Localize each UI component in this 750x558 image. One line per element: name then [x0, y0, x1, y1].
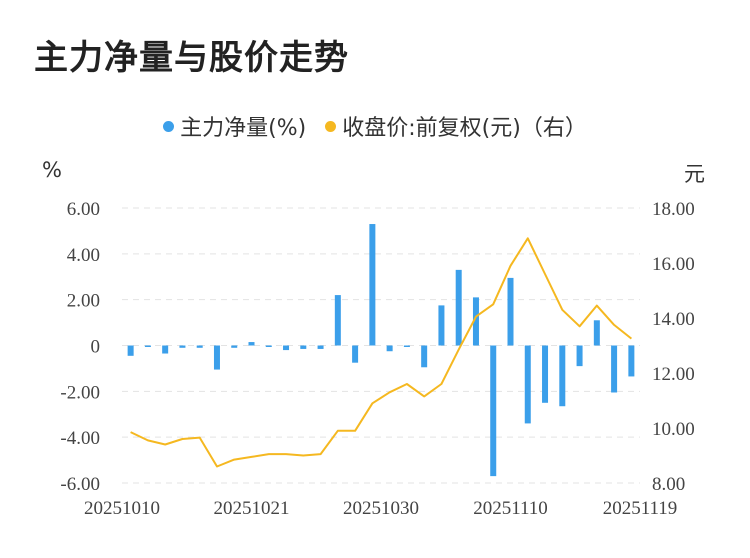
y-left-tick-label: -4.00 — [60, 428, 100, 449]
y-right-tick-label: 16.00 — [652, 254, 695, 275]
x-tick-label: 20251010 — [84, 498, 160, 519]
net-flow-bar — [317, 345, 324, 349]
net-flow-bar — [300, 345, 307, 349]
net-flow-bar — [196, 345, 203, 348]
net-flow-bar — [352, 345, 359, 363]
net-flow-bar — [144, 345, 151, 347]
net-flow-bar — [438, 305, 445, 346]
net-flow-bar — [490, 345, 497, 477]
x-tick-label: 20251110 — [473, 498, 548, 519]
x-tick-label: 20251119 — [603, 498, 678, 519]
y-right-tick-label: 8.00 — [652, 474, 685, 495]
net-flow-bar — [542, 345, 549, 403]
legend-label-net-flow: 主力净量(%) — [180, 116, 307, 141]
y-left-tick-label: -2.00 — [60, 382, 100, 403]
left-axis-unit: % — [42, 158, 62, 182]
y-right-tick-label: 14.00 — [652, 309, 695, 330]
y-left-tick-label: 6.00 — [67, 199, 100, 220]
legend-item-net-flow[interactable]: 主力净量(%) — [163, 110, 306, 142]
net-flow-bar — [248, 342, 255, 346]
net-flow-bar — [611, 345, 618, 393]
net-flow-bar — [524, 345, 531, 424]
net-flow-bar — [593, 320, 600, 346]
legend-item-close-price[interactable]: 收盘价:前复权(元)（右） — [325, 110, 587, 142]
net-flow-bar — [559, 345, 566, 407]
legend-label-close-price: 收盘价:前复权(元)（右） — [342, 116, 587, 141]
net-flow-bar — [455, 269, 462, 346]
net-flow-bar — [386, 345, 393, 352]
x-tick-label: 20251021 — [214, 498, 290, 519]
net-flow-bar — [576, 345, 583, 367]
x-tick-label: 20251030 — [343, 498, 419, 519]
y-right-tick-label: 10.00 — [652, 419, 695, 440]
y-right-tick-label: 18.00 — [652, 199, 695, 220]
y-left-tick-label: -6.00 — [60, 474, 100, 495]
net-flow-bar — [127, 345, 134, 356]
chart-title: 主力净量与股价走势 — [34, 38, 349, 78]
net-flow-bar — [334, 295, 341, 346]
y-right-tick-label: 12.00 — [652, 364, 695, 385]
net-flow-bar — [369, 224, 376, 346]
legend: 主力净量(%) 收盘价:前复权(元)（右） — [0, 110, 750, 142]
legend-line-marker-icon — [325, 121, 337, 132]
net-flow-bar — [472, 297, 479, 346]
y-left-tick-label: 2.00 — [67, 291, 100, 312]
net-flow-bar — [421, 345, 428, 368]
legend-bar-marker-icon — [163, 121, 175, 132]
net-flow-bar — [283, 345, 290, 351]
close-price-line — [130, 237, 633, 468]
net-flow-bar — [162, 345, 169, 354]
net-flow-bar — [231, 345, 238, 348]
net-flow-bar — [179, 345, 186, 348]
net-flow-bar — [403, 345, 410, 347]
net-flow-bar — [213, 345, 220, 370]
y-left-tick-label: 0 — [91, 337, 101, 358]
net-flow-bar — [628, 345, 635, 377]
right-axis-unit: 元 — [684, 162, 705, 186]
net-flow-bar — [265, 345, 272, 347]
y-left-tick-label: 4.00 — [67, 245, 100, 266]
net-flow-bar — [507, 277, 514, 346]
